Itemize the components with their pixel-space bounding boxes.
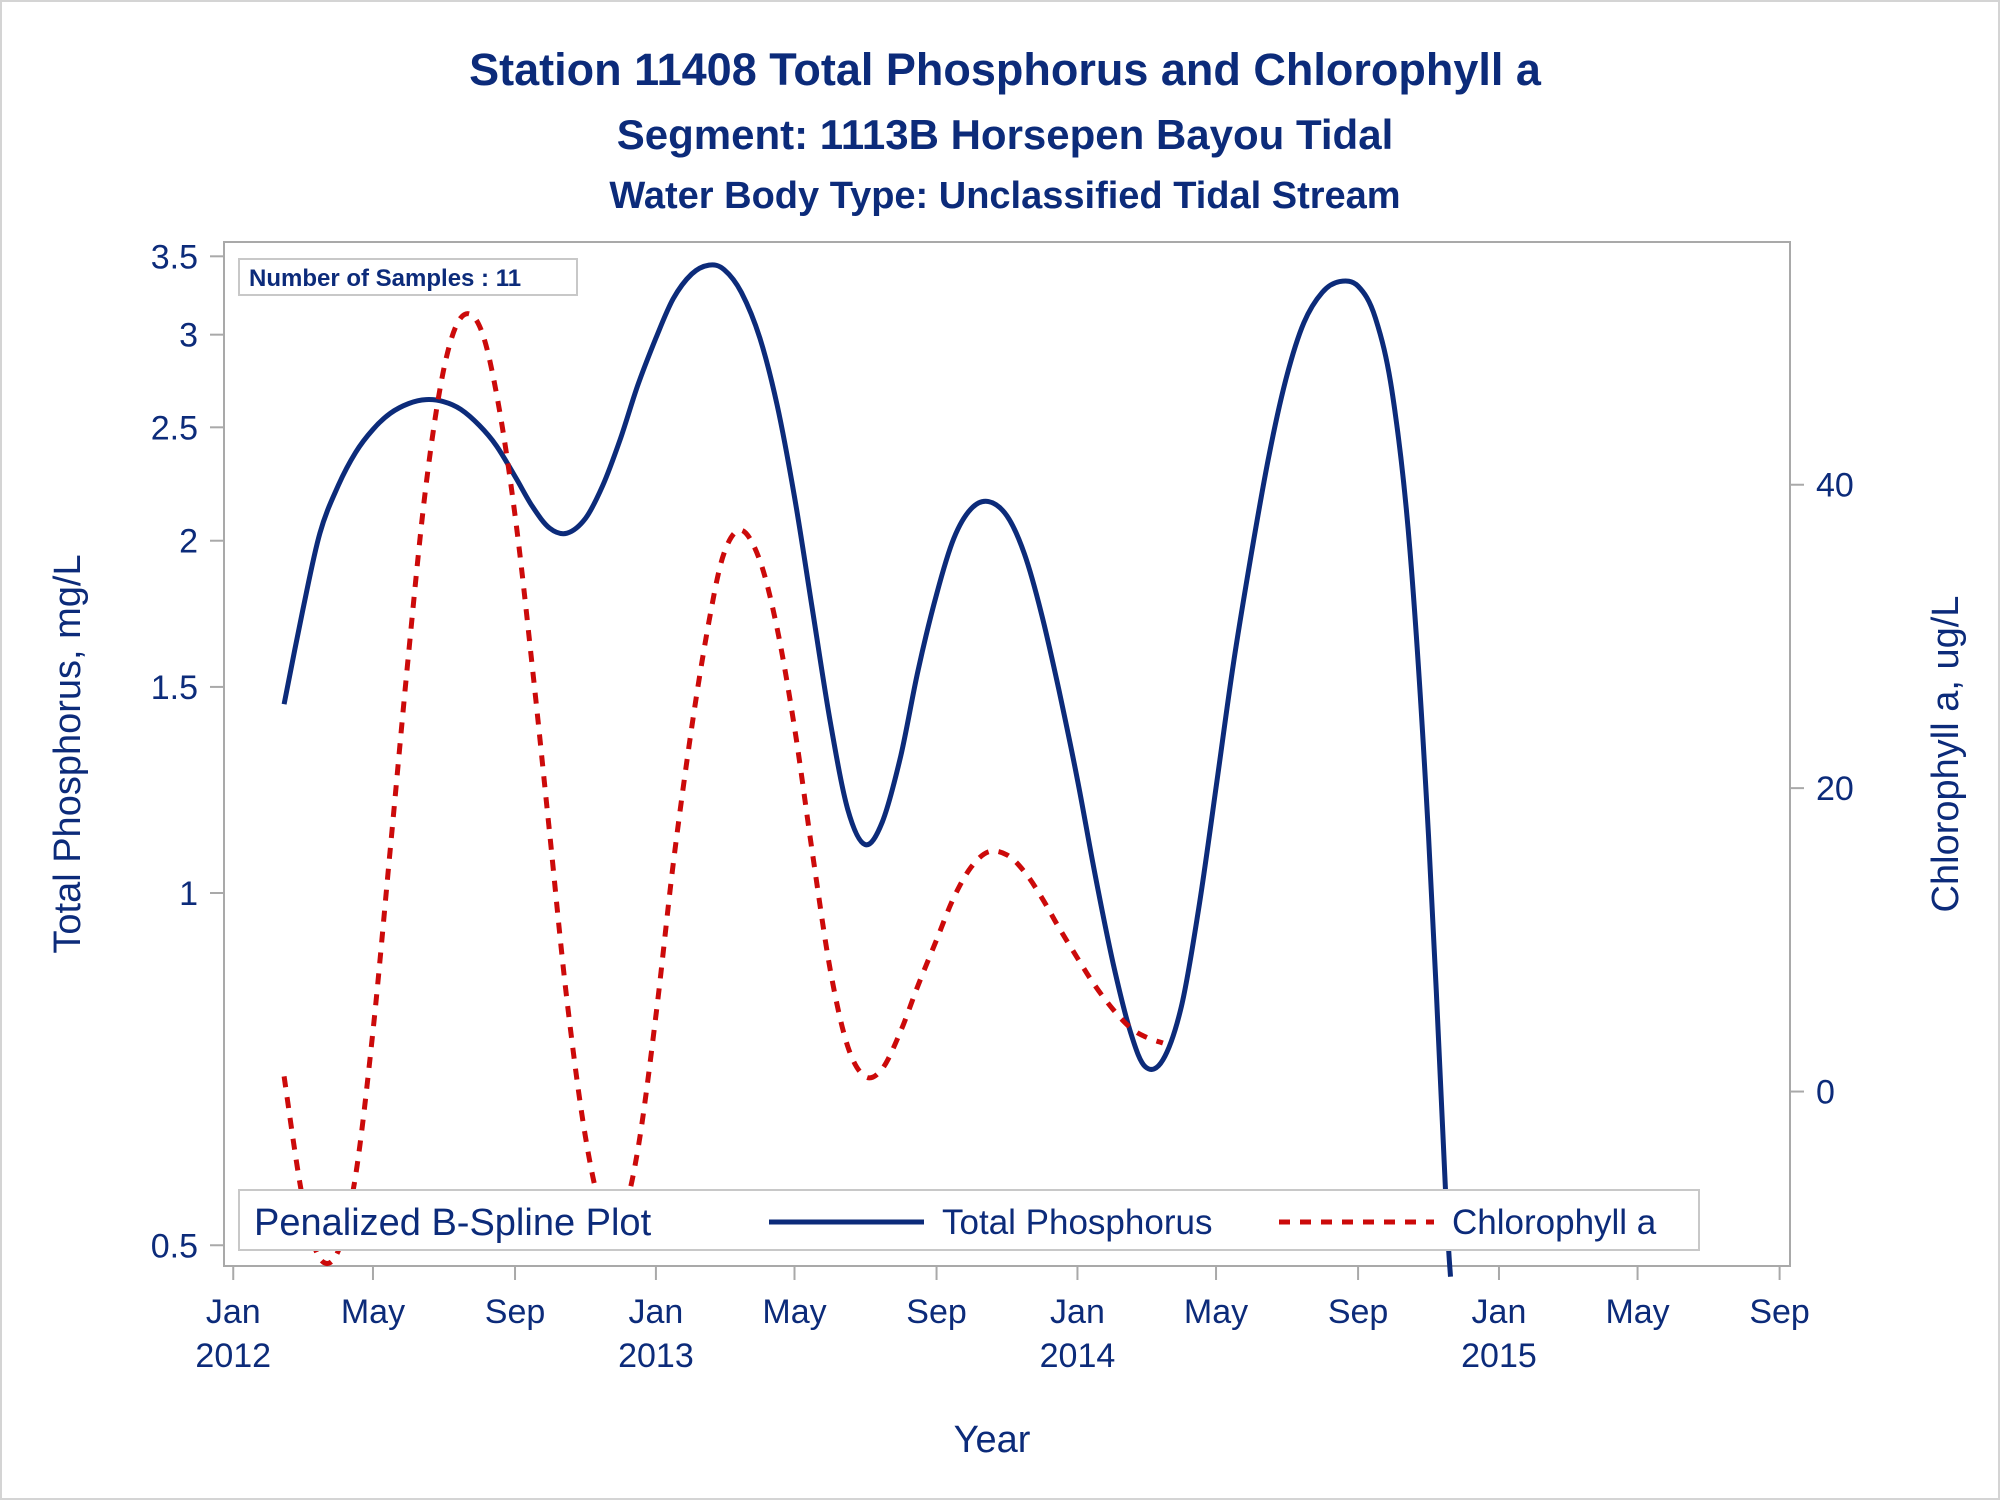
x-tick-label: May [1605,1293,1669,1331]
chart-subtitle: Segment: 1113B Horsepen Bayou Tidal [617,111,1394,158]
legend-title: Penalized B-Spline Plot [254,1202,652,1244]
legend-label-chlorophyll-a: Chlorophyll a [1452,1203,1657,1242]
x-tick-label: Sep [1749,1293,1810,1331]
y2-tick-label: 0 [1816,1074,1835,1112]
y-tick-label: 3.5 [151,238,198,276]
y-axis-label: Total Phosphorus, mg/L [47,554,89,953]
x-tick-year-label: 2013 [618,1337,694,1375]
x-tick-label: Sep [485,1293,546,1331]
x-tick-year-label: 2014 [1040,1337,1116,1375]
x-tick-label: May [1184,1293,1248,1331]
y2-axis-label: Chlorophyll a, ug/L [1925,596,1967,913]
x-axis: Jan 2012 May Sep Jan 2013 May Sep Jan 2014 May Sep J… [195,1265,1810,1375]
plot-area [223,241,1791,1267]
samples-inset-box [238,258,578,296]
x-tick-label: May [341,1293,405,1331]
y-tick-label: 0.5 [151,1227,198,1265]
x-tick-year-label: 2015 [1461,1337,1537,1375]
y-axis-right: 0 20 40 [1790,467,1854,1112]
x-tick-label: Sep [906,1293,967,1331]
x-tick-label: Jan [1050,1293,1105,1331]
y-axis-left: 0.5 1 1.5 2 2.5 3 3.5 [151,238,224,1265]
x-axis-label: Year [954,1419,1031,1461]
series-line-total-phosphorus [281,262,1453,1277]
y-tick-label: 3 [179,317,198,355]
x-tick-year-label: 2012 [195,1337,271,1375]
y-tick-label: 2 [179,523,198,561]
samples-inset-text: Number of Samples : 11 [249,265,521,292]
y2-tick-label: 40 [1816,467,1854,505]
x-tick-label: Jan [1472,1293,1527,1331]
x-tick-label: Jan [206,1293,261,1331]
y-tick-label: 1.5 [151,669,198,707]
y-tick-label: 1 [179,875,198,913]
y-tick-label: 2.5 [151,409,198,447]
chart-subtitle-2: Water Body Type: Unclassified Tidal Stre… [609,175,1400,217]
y2-tick-label: 20 [1816,770,1854,808]
series-layer [281,262,1453,1277]
legend-label-total-phosphorus: Total Phosphorus [942,1203,1212,1242]
x-tick-label: May [762,1293,826,1331]
x-tick-label: Jan [629,1293,684,1331]
series-line-chlorophyll-a [281,311,1164,1267]
x-tick-label: Sep [1328,1293,1389,1331]
chart-title: Station 11408 Total Phosphorus and Chlor… [469,44,1542,95]
legend-box [238,1189,1700,1251]
